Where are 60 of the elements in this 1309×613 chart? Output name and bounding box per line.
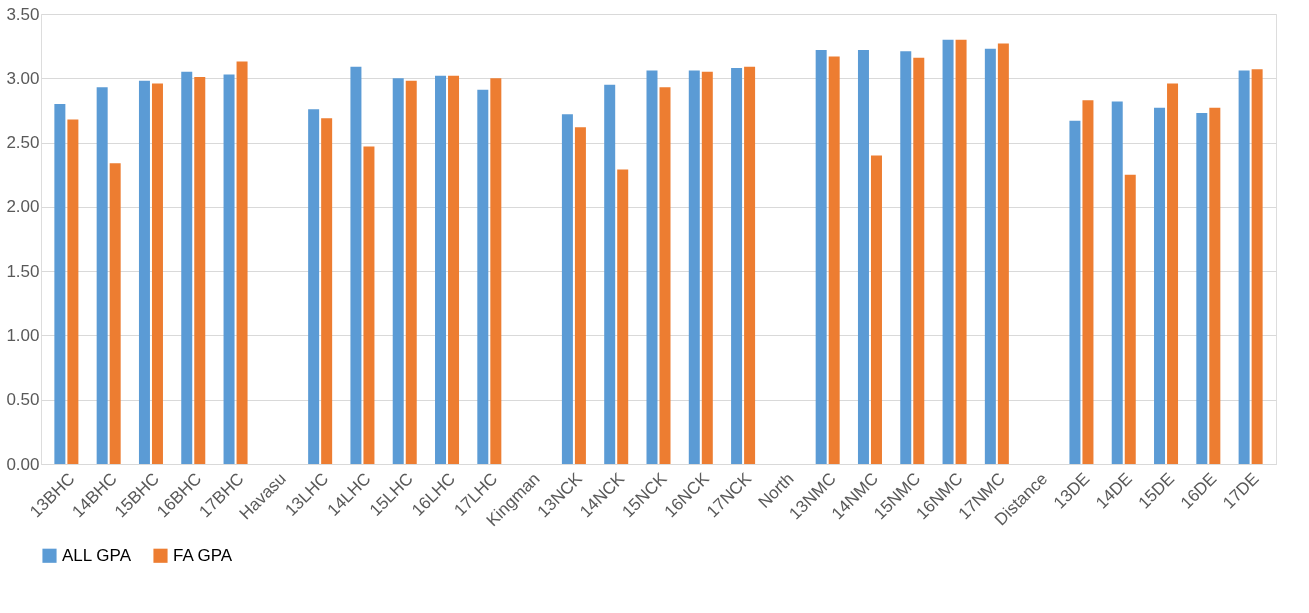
bar — [646, 70, 658, 464]
bar — [477, 89, 489, 464]
y-tick-label: 1.00 — [6, 325, 40, 345]
bar — [54, 104, 66, 464]
bar — [1251, 69, 1263, 464]
bar — [96, 87, 108, 464]
bar — [900, 51, 912, 464]
bar — [913, 57, 925, 464]
bar — [1196, 113, 1208, 464]
bar — [435, 75, 447, 464]
bar — [744, 66, 756, 464]
y-tick-label: 3.50 — [6, 4, 40, 24]
y-tick-label: 2.50 — [6, 133, 40, 153]
bar — [688, 70, 700, 464]
bar — [1124, 174, 1136, 464]
bar — [1082, 100, 1094, 464]
legend-label: FA GPA — [173, 545, 233, 565]
y-tick-label: 1.50 — [6, 261, 40, 281]
bar — [1167, 83, 1179, 464]
bar — [659, 87, 671, 464]
bar — [815, 50, 827, 464]
bar — [490, 78, 502, 464]
bar — [236, 61, 248, 464]
bar — [617, 169, 629, 464]
bar — [1154, 107, 1166, 464]
bar — [321, 118, 333, 464]
bar — [828, 56, 840, 464]
bar — [405, 80, 417, 464]
bar — [870, 155, 882, 464]
bar — [1069, 120, 1081, 464]
y-tick-label: 0.50 — [6, 390, 40, 410]
bar — [942, 39, 954, 464]
bar — [997, 43, 1009, 464]
bar — [308, 109, 320, 464]
bar — [955, 39, 967, 464]
bar — [1209, 107, 1221, 464]
bar — [181, 71, 193, 464]
legend-label: ALL GPA — [62, 545, 132, 565]
bar — [1111, 101, 1123, 464]
bar — [151, 83, 163, 464]
bar — [109, 163, 121, 464]
bar — [67, 119, 79, 464]
bar — [350, 66, 362, 464]
bar — [984, 48, 996, 464]
bar — [731, 68, 743, 464]
bar — [223, 74, 235, 464]
bar — [448, 75, 460, 464]
y-tick-label: 3.00 — [6, 68, 40, 88]
bar — [574, 127, 586, 464]
bar — [857, 50, 869, 464]
bar — [1238, 70, 1250, 464]
bar — [701, 71, 713, 464]
bar — [363, 146, 375, 464]
bar — [392, 78, 404, 464]
bar — [138, 80, 150, 464]
bar — [194, 77, 206, 464]
y-tick-label: 2.00 — [6, 197, 40, 217]
y-tick-label: 0.00 — [6, 454, 40, 474]
bar — [604, 84, 616, 464]
bar — [561, 114, 573, 464]
